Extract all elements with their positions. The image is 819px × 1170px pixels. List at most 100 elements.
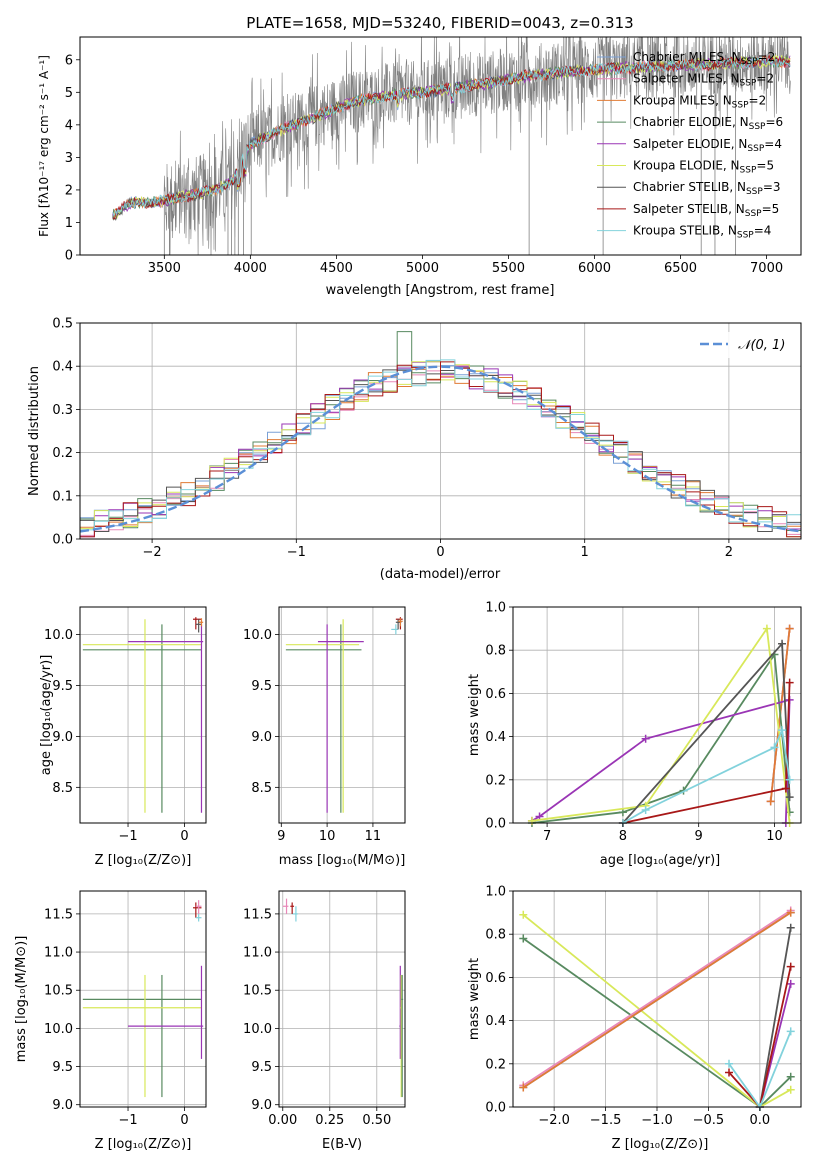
observed-spectrum-line bbox=[114, 37, 791, 255]
errorbar-kroupa_elodie bbox=[82, 619, 202, 813]
x-tick-label: 9 bbox=[695, 829, 703, 844]
weight-point-kroupa_elodie bbox=[519, 910, 528, 919]
y-tick-label: 1.0 bbox=[485, 601, 506, 616]
histogram-salpeter_stelib bbox=[80, 361, 801, 538]
weight-line-kroupa_elodie bbox=[531, 626, 791, 824]
spectrum-plot-area bbox=[112, 37, 791, 255]
y-tick-label: 0.4 bbox=[485, 1014, 506, 1029]
y-tick-label: 0.6 bbox=[485, 971, 506, 986]
mass_vs_z-xlabel: Z [log₁₀(Z/Z⊙)] bbox=[95, 1137, 192, 1152]
weight-point-salpeter_elodie bbox=[641, 734, 650, 743]
weight-line-kroupa_miles bbox=[522, 911, 792, 1089]
weight-point-salpeter_elodie bbox=[786, 979, 795, 988]
residual-legend-label: 𝒩(0, 1) bbox=[738, 338, 785, 353]
y-tick-label: 0.2 bbox=[52, 446, 73, 461]
legend-sub: SSP bbox=[737, 231, 754, 241]
y-tick-label: 9.5 bbox=[52, 679, 73, 694]
y-tick-label: 8.5 bbox=[251, 781, 272, 796]
weight-line-salpeter_elodie bbox=[531, 698, 791, 824]
legend-sub: SSP bbox=[746, 187, 763, 197]
x-tick-label: 0.00 bbox=[268, 1113, 297, 1128]
errorbar-kroupa_miles bbox=[398, 618, 403, 627]
weight-line-salpeter_miles bbox=[522, 909, 792, 1087]
y-tick-label: 9.0 bbox=[251, 1098, 272, 1113]
legend-eq: = bbox=[762, 202, 772, 216]
x-tick-label: 0 bbox=[436, 545, 444, 560]
legend-sub: SSP bbox=[740, 166, 757, 176]
legend-eq: = bbox=[756, 72, 766, 86]
x-tick-label: 1 bbox=[581, 545, 589, 560]
x-tick-label: −1.5 bbox=[590, 1113, 622, 1128]
legend-entry: Salpeter MILES, NSSP=2 bbox=[633, 72, 774, 89]
y-tick-label: 9.0 bbox=[52, 730, 73, 745]
x-tick-label: 6000 bbox=[578, 261, 611, 276]
errorbar-kroupa_stelib bbox=[292, 906, 298, 922]
weight-point-kroupa_miles bbox=[786, 908, 795, 917]
y-tick-label: 5 bbox=[65, 86, 73, 101]
legend-name: Kroupa ELODIE bbox=[633, 159, 723, 173]
x-tick-label: 5500 bbox=[492, 261, 525, 276]
legend-n: 2 bbox=[759, 93, 767, 107]
mass_vs_ebv-axes: 0.00 0.25 0.50 9.0 9.5 10.0 10.5 11.0 11.5 bbox=[243, 890, 406, 1128]
legend-name: Salpeter STELIB bbox=[633, 202, 728, 216]
x-tick-label: 10 bbox=[766, 829, 783, 844]
errorbar-salpeter_elodie bbox=[128, 624, 204, 813]
spectrum-xlabel: wavelength [Angstrom, rest frame] bbox=[326, 283, 555, 298]
weight-point-salpeter_stelib bbox=[781, 784, 790, 793]
y-tick-label: 0.0 bbox=[485, 817, 506, 832]
spectrum-title: PLATE=1658, MJD=53240, FIBERID=0043, z=0… bbox=[246, 14, 633, 32]
legend-name: Kroupa MILES bbox=[633, 93, 715, 107]
y-tick-label: 0.5 bbox=[52, 317, 73, 332]
x-tick-label: −1 bbox=[118, 1113, 137, 1128]
legend-eq: = bbox=[754, 224, 764, 238]
x-tick-label: 7 bbox=[543, 829, 551, 844]
errorbar-salpeter_stelib bbox=[193, 617, 202, 630]
legend-entry: Kroupa STELIB, NSSP=4 bbox=[633, 224, 771, 241]
x-tick-label: 6500 bbox=[664, 261, 697, 276]
errorbar-salpeter_elodie bbox=[317, 624, 364, 813]
residual-plot-area bbox=[80, 331, 801, 538]
y-tick-label: 9.5 bbox=[52, 1060, 73, 1075]
y-tick-label: 0.0 bbox=[485, 1101, 506, 1116]
x-tick-label: 9 bbox=[277, 829, 285, 844]
x-tick-label: 0.0 bbox=[750, 1113, 771, 1128]
legend-entry: Chabrier ELODIE, NSSP=6 bbox=[633, 115, 783, 132]
x-tick-label: 5000 bbox=[406, 261, 439, 276]
x-tick-label: 4000 bbox=[234, 261, 267, 276]
residual-ylabel: Normed distribution bbox=[27, 366, 42, 496]
y-tick-label: 10.0 bbox=[243, 628, 272, 643]
x-tick-label: −0.5 bbox=[693, 1113, 725, 1128]
legend-n: 6 bbox=[776, 115, 784, 129]
weight-point-kroupa_elodie bbox=[527, 816, 536, 825]
errorbar-kroupa_stelib bbox=[391, 624, 399, 635]
residual-axes: −2 −1 0 1 2 0.0 0.1 0.2 0.3 0.4 0.5 bbox=[52, 317, 802, 560]
y-tick-label: 0.0 bbox=[52, 533, 73, 548]
axes-frame bbox=[79, 36, 802, 256]
legend-prefix: , N bbox=[720, 224, 737, 238]
mass_vs_z-axes: −1 0 9.0 9.5 10.0 10.5 11.0 11.5 bbox=[44, 890, 207, 1128]
y-tick-label: 4 bbox=[65, 118, 73, 133]
model-spectrum-kroupa_stelib bbox=[112, 56, 791, 216]
legend-n: 2 bbox=[768, 50, 776, 64]
legend-name: Salpeter ELODIE bbox=[633, 137, 731, 151]
y-tick-label: 0.1 bbox=[52, 489, 73, 504]
errorbar-chabrier_elodie bbox=[285, 624, 362, 813]
legend-eq: = bbox=[763, 180, 773, 194]
y-tick-label: 0.4 bbox=[52, 360, 73, 375]
weight-point-kroupa_miles bbox=[785, 624, 794, 633]
legend-name: Chabrier MILES bbox=[633, 50, 724, 64]
weight-point-chabrier_elodie bbox=[786, 1072, 795, 1081]
y-tick-label: 11.5 bbox=[243, 907, 272, 922]
legend-eq: = bbox=[758, 50, 768, 64]
x-tick-label: −1 bbox=[118, 829, 137, 844]
spectrum-ylabel: Flux [fλ10⁻¹⁷ erg cm⁻² s⁻¹ A⁻¹] bbox=[37, 55, 51, 237]
x-tick-label: 4500 bbox=[320, 261, 353, 276]
legend-prefix: , N bbox=[728, 202, 745, 216]
legend-entry: Kroupa ELODIE, NSSP=5 bbox=[633, 159, 774, 176]
legend-entry: Kroupa MILES, NSSP=2 bbox=[633, 93, 766, 110]
errorbar-chabrier_elodie bbox=[82, 624, 202, 813]
y-tick-label: 11.5 bbox=[44, 907, 73, 922]
